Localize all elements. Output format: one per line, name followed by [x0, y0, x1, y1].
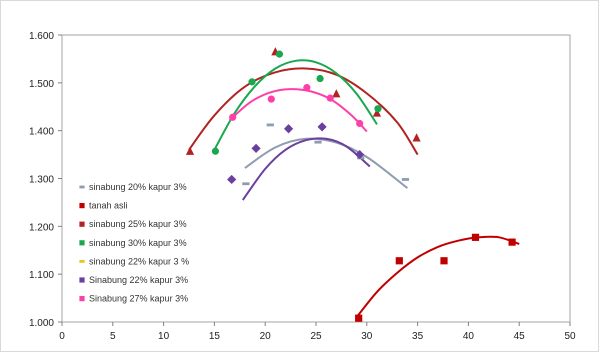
legend-marker [79, 296, 85, 302]
data-point-series-0 [314, 140, 322, 144]
data-point-series-5 [317, 122, 327, 132]
legend-marker [79, 240, 85, 246]
trend-curve-series-2 [188, 67, 419, 156]
data-point-series-6 [267, 95, 275, 103]
x-tick-label: 30 [361, 331, 373, 342]
data-point-series-2 [412, 133, 421, 142]
data-point-series-3 [248, 78, 256, 86]
data-point-series-3 [211, 147, 220, 155]
legend: sinabung 20% kapur 3% tanah asli sinabung … [79, 182, 189, 304]
data-point-series-1 [395, 257, 403, 265]
trend-curve-series-5 [241, 137, 371, 201]
y-tick-label: 1.300 [29, 175, 54, 186]
y-tick-label: 1.000 [29, 318, 54, 329]
data-point-series-1 [508, 238, 516, 246]
x-tick-label: 15 [209, 331, 221, 342]
data-point-series-3 [275, 50, 284, 58]
x-tick-label: 25 [310, 331, 322, 342]
legend-label: sinabung 20% kapur 3% [89, 182, 187, 192]
data-point-series-1 [440, 257, 448, 265]
y-tick-label: 1.100 [29, 270, 54, 281]
legend-marker [79, 277, 85, 283]
data-point-series-2 [185, 146, 195, 155]
x-tick-label: 10 [158, 331, 170, 342]
x-tick-label: 45 [514, 331, 526, 342]
x-tick-label: 35 [412, 331, 424, 342]
data-point-series-5 [227, 174, 237, 185]
data-point-series-1 [471, 233, 480, 241]
trend-curve-series-1 [355, 235, 520, 318]
data-point-series-0 [242, 182, 250, 186]
data-point-series-1 [355, 314, 363, 322]
y-tick-label: 1.600 [29, 31, 54, 42]
data-point-series-6 [356, 119, 364, 128]
trend-curve-series-6 [228, 88, 368, 133]
data-point-series-6 [303, 84, 311, 92]
x-tick-label: 5 [110, 331, 116, 342]
y-axis: 1.000 1.100 1.200 1.300 1.400 1.500 1.600 [29, 31, 62, 329]
legend-marker [79, 203, 85, 209]
legend-label: tanah asli [89, 201, 128, 211]
legend-marker [79, 260, 85, 263]
data-points [185, 47, 516, 322]
y-tick-label: 1.400 [29, 127, 54, 138]
x-tick-label: 50 [564, 331, 576, 342]
data-point-series-6 [326, 94, 334, 102]
x-tick-label: 20 [260, 331, 272, 342]
y-tick-label: 1.500 [29, 79, 54, 90]
data-point-series-3 [374, 105, 382, 113]
data-point-series-0 [401, 178, 410, 181]
data-point-series-2 [372, 108, 382, 117]
data-point-series-5 [251, 143, 261, 153]
legend-label: sinabung 30% kapur 3% [89, 238, 187, 248]
x-axis: 0 5 10 15 20 25 30 35 40 45 50 [59, 322, 576, 342]
legend-label: Sinabung 27% kapur 3% [89, 294, 188, 304]
plot-area [61, 34, 571, 323]
legend-label: Sinabung 22% kapur 3% [89, 275, 188, 285]
x-tick-label: 0 [59, 331, 65, 342]
data-point-series-3 [316, 74, 324, 83]
legend-label: sinabung 22% kapur 3 % [89, 256, 189, 266]
legend-marker [79, 185, 85, 189]
x-tick-label: 40 [463, 331, 475, 342]
data-point-series-5 [355, 149, 365, 160]
y-tick-label: 1.200 [29, 222, 54, 233]
data-point-series-2 [332, 89, 341, 98]
data-point-series-6 [229, 113, 237, 121]
trend-curves [188, 59, 520, 318]
trend-curve-series-3 [213, 59, 378, 151]
legend-label: sinabung 25% kapur 3% [89, 219, 187, 229]
data-point-series-5 [283, 124, 294, 134]
data-point-series-0 [266, 123, 274, 127]
legend-marker [79, 221, 85, 227]
